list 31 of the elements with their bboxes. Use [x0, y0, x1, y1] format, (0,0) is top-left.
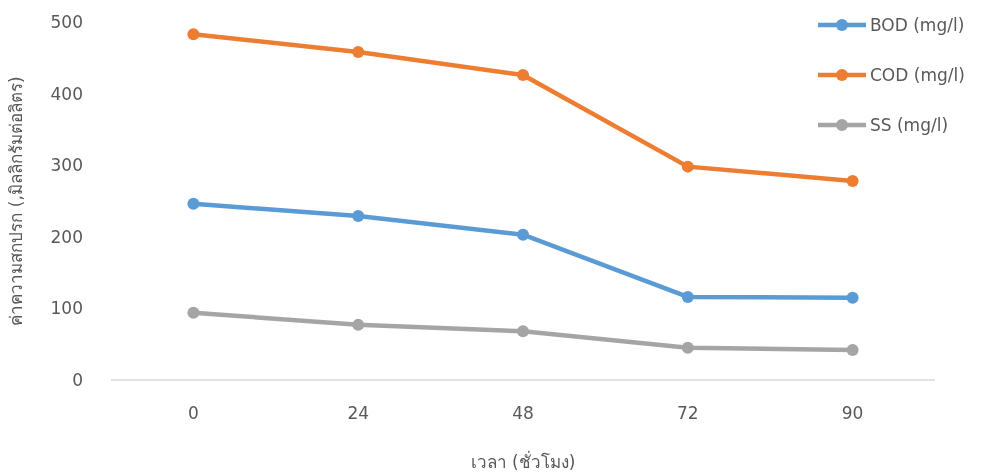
x-axis-title: เวลา (ชั่วโมง) — [470, 450, 576, 472]
y-tick-label: 0 — [72, 370, 83, 390]
x-tick-label: 0 — [187, 403, 199, 423]
legend-label: SS (mg/l) — [870, 115, 949, 135]
y-tick-label: 200 — [50, 226, 83, 247]
point — [681, 341, 694, 354]
point — [352, 318, 365, 331]
point — [187, 306, 200, 319]
y-tick-label: 500 — [50, 12, 83, 32]
legend-label: COD (mg/l) — [870, 65, 965, 85]
point — [846, 174, 859, 187]
x-tick-label: 24 — [347, 403, 370, 423]
point — [517, 325, 529, 338]
point — [187, 28, 200, 41]
y-tick-label: 300 — [50, 155, 83, 176]
point — [517, 68, 529, 81]
x-tick-label: 72 — [676, 403, 699, 423]
point — [681, 290, 694, 303]
y-tick-label: 100 — [50, 298, 83, 319]
point — [352, 210, 365, 223]
point — [517, 228, 529, 241]
x-tick-label: 90 — [841, 403, 864, 423]
point — [846, 343, 859, 356]
point — [846, 291, 859, 304]
y-axis-title: ค่าความสกปรก (,มิลลิกรัมต่อลิตร) — [6, 76, 26, 326]
point — [681, 160, 694, 173]
point — [352, 46, 365, 59]
x-tick-label: 48 — [512, 403, 534, 423]
y-tick-label: 400 — [50, 83, 83, 104]
legend-label: BOD (mg/l) — [870, 15, 965, 35]
point — [187, 197, 200, 210]
